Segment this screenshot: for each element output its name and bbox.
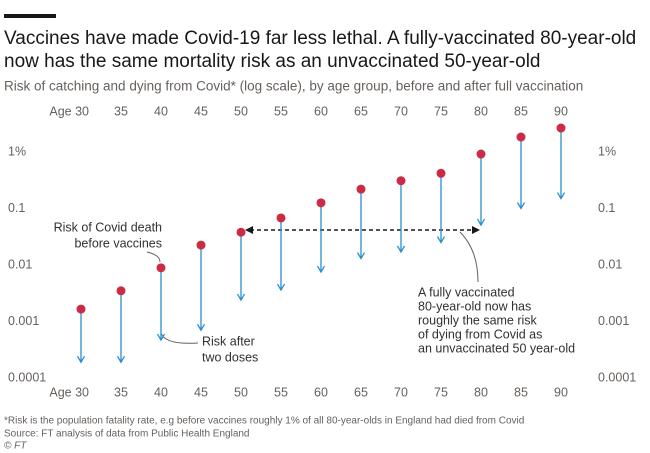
y-tick-label: 1% — [8, 144, 26, 158]
y-tick-label-right: 0.01 — [598, 257, 622, 271]
x-tick-label-top: 70 — [394, 104, 408, 118]
dot — [276, 213, 286, 223]
x-tick-label: 60 — [314, 385, 328, 399]
y-tick-label: 0.01 — [8, 257, 32, 271]
x-tick-label-top: 55 — [274, 104, 288, 118]
credit: © FT — [4, 441, 27, 452]
x-tick-label: 55 — [274, 385, 288, 399]
annotation: two doses — [202, 350, 258, 364]
arrow — [436, 173, 446, 244]
x-tick-label: 90 — [554, 385, 568, 399]
dot — [196, 240, 206, 250]
y-tick-label-right: 1% — [598, 144, 616, 158]
x-tick-label-top: 90 — [554, 104, 568, 118]
y-tick-label: 0.0001 — [8, 370, 46, 384]
annotation: of dying from Covid as — [418, 327, 542, 341]
x-tick-label: 45 — [194, 385, 208, 399]
x-tick-label-top: 35 — [114, 104, 128, 118]
y-tick-label-right: 0.001 — [598, 314, 629, 328]
x-tick-label-top: 85 — [514, 104, 528, 118]
annotation: an unvaccinated 50 year-old — [418, 341, 575, 355]
x-tick-label-top: 65 — [354, 104, 368, 118]
dot — [436, 168, 446, 178]
x-tick-label: Age 30 — [49, 385, 89, 399]
arrow — [236, 232, 246, 302]
dot — [316, 198, 326, 208]
subtitle: Risk of catching and dying from Covid* (… — [4, 79, 583, 94]
y-tick-label: 0.1 — [8, 201, 25, 215]
annotation: 80-year-old now has — [418, 299, 531, 313]
arrow — [156, 267, 166, 342]
x-tick-label-top: 75 — [434, 104, 448, 118]
arrow — [516, 137, 526, 210]
x-tick-label: 40 — [154, 385, 168, 399]
brand-bar — [4, 14, 56, 18]
x-tick-label: 65 — [354, 385, 368, 399]
x-tick-label-top: Age 30 — [49, 104, 89, 118]
arrow — [196, 245, 206, 332]
arrow — [356, 189, 366, 260]
footnote: *Risk is the population fatality rate, e… — [4, 416, 524, 427]
arrow — [316, 202, 326, 274]
connector — [146, 251, 161, 263]
arrow — [556, 128, 566, 200]
annotation: Risk of Covid death — [54, 220, 162, 234]
annotation: roughly the same risk — [418, 313, 538, 327]
annotation: Risk after — [202, 334, 255, 348]
chart-title: Vaccines have made Covid-19 far less let… — [4, 28, 636, 49]
arrow — [476, 154, 486, 227]
dot — [236, 227, 246, 237]
arrow — [276, 217, 286, 292]
arrow — [396, 180, 406, 254]
x-tick-label-top: 60 — [314, 104, 328, 118]
connector — [459, 231, 479, 283]
x-tick-label: 35 — [114, 385, 128, 399]
x-tick-label: 85 — [514, 385, 528, 399]
x-tick-label-top: 40 — [154, 104, 168, 118]
y-tick-label-right: 0.1 — [598, 201, 615, 215]
dot — [76, 304, 86, 314]
connector — [160, 332, 199, 344]
annotation: A fully vaccinated — [418, 285, 515, 299]
arrow — [116, 290, 126, 364]
annotation: before vaccines — [74, 236, 162, 250]
dot — [516, 132, 526, 142]
dot — [156, 263, 166, 273]
dot — [356, 184, 366, 194]
x-tick-label-top: 50 — [234, 104, 248, 118]
dot — [396, 176, 406, 186]
y-tick-label-right: 0.0001 — [598, 370, 636, 384]
dot — [116, 286, 126, 296]
arrow — [76, 309, 86, 364]
x-tick-label-top: 80 — [474, 104, 488, 118]
x-tick-label: 70 — [394, 385, 408, 399]
x-tick-label: 50 — [234, 385, 248, 399]
chart-title: now has the same mortality risk as an un… — [4, 51, 540, 72]
source: Source: FT analysis of data from Public … — [4, 429, 250, 440]
x-tick-label-top: 45 — [194, 104, 208, 118]
x-tick-label: 80 — [474, 385, 488, 399]
dot — [476, 149, 486, 159]
dot — [556, 123, 566, 133]
y-tick-label: 0.001 — [8, 314, 39, 328]
x-tick-label: 75 — [434, 385, 448, 399]
